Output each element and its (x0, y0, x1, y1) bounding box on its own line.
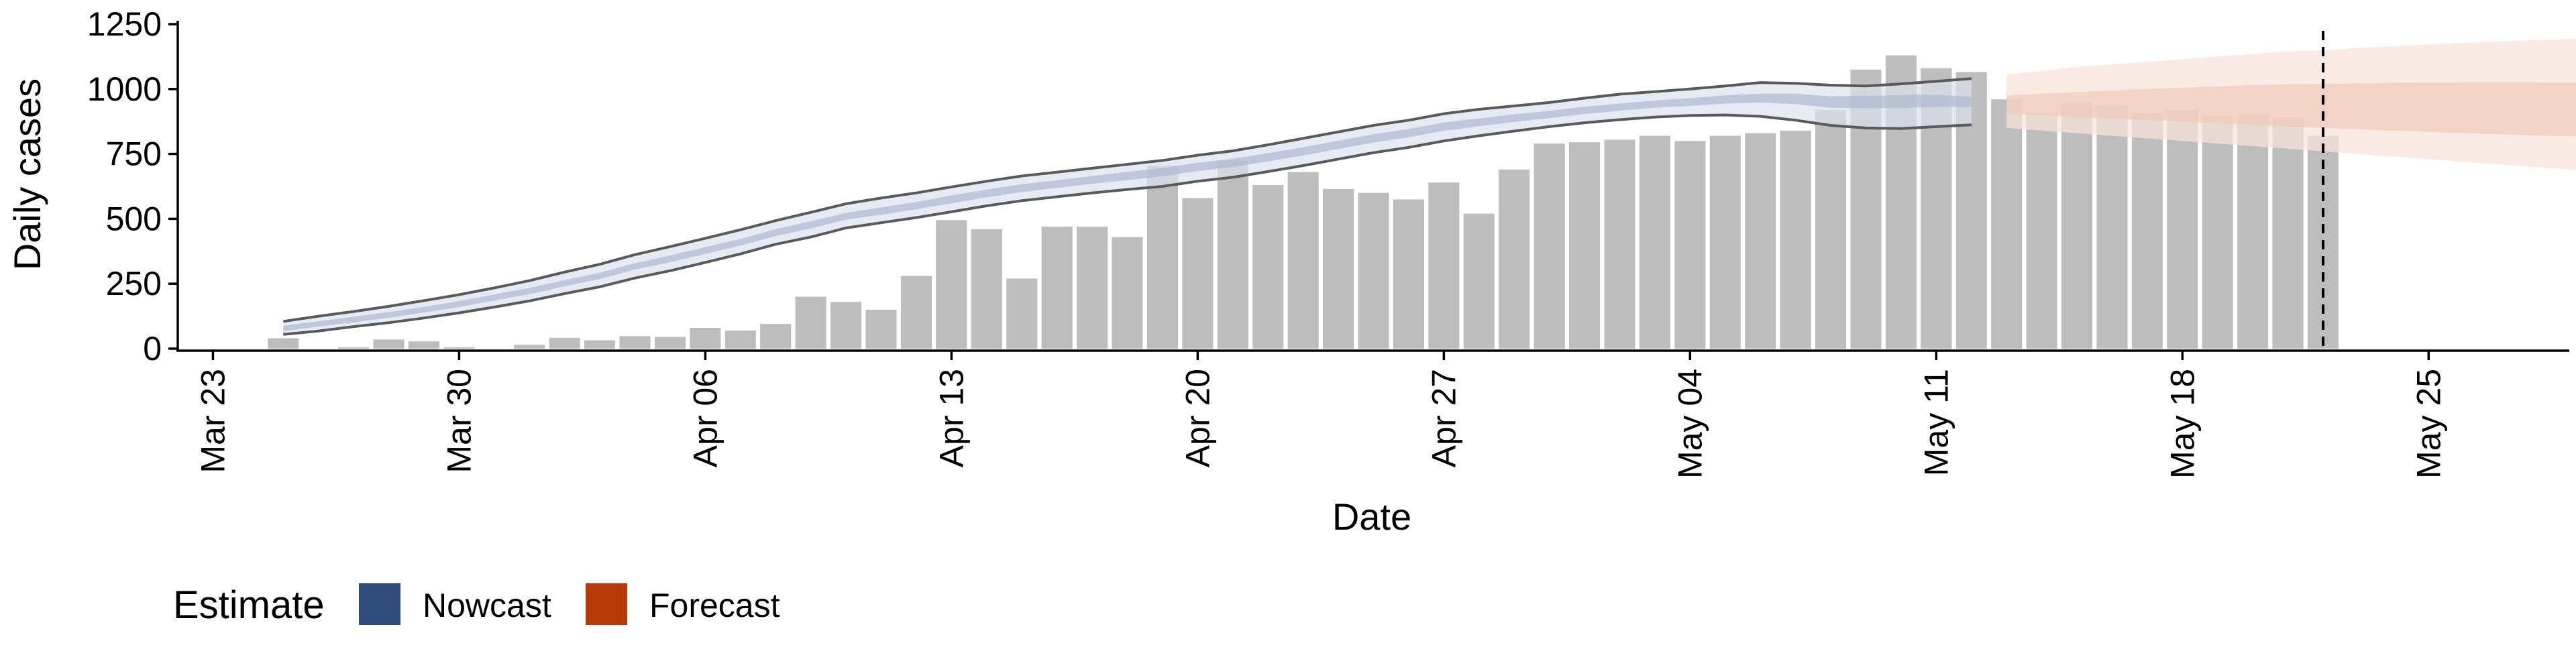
x-tick-label: Apr 20 (1179, 369, 1216, 467)
bar-reported-cases (1815, 109, 1847, 349)
x-tick-label: May 25 (2410, 369, 2447, 479)
bar-reported-cases (760, 324, 792, 349)
bar-reported-cases (408, 341, 439, 349)
bar-reported-cases (1499, 169, 1530, 349)
bar-reported-cases (1393, 199, 1424, 349)
y-tick-label: 1250 (87, 5, 162, 43)
legend-title: Estimate (173, 583, 325, 627)
x-tick-label: Apr 06 (686, 369, 724, 467)
bar-reported-cases (619, 336, 651, 349)
bar-reported-cases (2237, 115, 2269, 349)
bar-reported-cases (900, 276, 932, 349)
bar-reported-cases (373, 339, 405, 349)
bar-reported-cases (971, 229, 1002, 349)
bar-reported-cases (1745, 133, 1776, 349)
bar-reported-cases (2202, 116, 2233, 349)
bar-reported-cases (1639, 135, 1670, 349)
bar-reported-cases (2061, 103, 2093, 349)
x-tick-label: May 04 (1671, 369, 1709, 479)
nowcast-lower-line (283, 113, 1972, 336)
bar-reported-cases (1077, 227, 1108, 349)
y-tick-label: 1000 (87, 70, 162, 108)
x-tick-label: May 11 (1917, 369, 1955, 476)
legend-swatch-nowcast (359, 583, 400, 625)
bar-reported-cases (690, 328, 721, 349)
bar-reported-cases (1146, 166, 1178, 349)
lines-layer (283, 31, 2576, 349)
forecast-band-inner (2006, 82, 2576, 137)
bar-reported-cases (338, 347, 370, 349)
bar-reported-cases (1252, 185, 1284, 349)
bar-reported-cases (2131, 113, 2163, 349)
bar-reported-cases (1534, 143, 1565, 349)
bar-reported-cases (1182, 198, 1214, 349)
bar-reported-cases (830, 302, 862, 349)
x-tick-label: May 18 (2163, 369, 2201, 479)
y-tick-label: 500 (106, 200, 162, 237)
bar-reported-cases (2272, 117, 2304, 349)
bar-reported-cases (1112, 237, 1143, 349)
bar-reported-cases (1604, 139, 1635, 349)
bar-reported-cases (1358, 192, 1389, 349)
y-tick-label: 250 (106, 265, 162, 302)
bar-reported-cases (1780, 130, 1811, 349)
y-tick-label: 0 (143, 330, 162, 367)
bar-reported-cases (1709, 135, 1741, 349)
x-tick-label: Apr 27 (1425, 369, 1462, 467)
bar-reported-cases (795, 296, 826, 349)
bar-reported-cases (1041, 227, 1073, 349)
nowcast-band-inner (283, 93, 1972, 331)
bar-reported-cases (865, 309, 897, 349)
bar-reported-cases (584, 340, 616, 349)
x-tick-label: Apr 13 (932, 369, 970, 467)
bar-reported-cases (1463, 213, 1495, 349)
bar-reported-cases (1674, 141, 1706, 349)
bar-reported-cases (1287, 172, 1319, 349)
bar-reported-cases (2167, 109, 2198, 349)
legend-label-nowcast: Nowcast (423, 587, 551, 624)
x-tick-label: Mar 30 (440, 369, 478, 473)
bar-reported-cases (724, 330, 756, 349)
bar-reported-cases (514, 345, 545, 349)
legend-swatch-forecast (586, 583, 627, 625)
bar-reported-cases (1991, 99, 2023, 349)
bar-reported-cases (268, 338, 299, 349)
y-tick-label: 750 (106, 135, 162, 173)
y-axis-title: Daily cases (6, 78, 48, 270)
bar-reported-cases (549, 337, 580, 349)
legend: Estimate Nowcast Forecast (173, 583, 780, 627)
bar-reported-cases (1428, 182, 1460, 349)
bar-reported-cases (443, 347, 475, 349)
bar-reported-cases (1569, 142, 1601, 349)
bar-reported-cases (2096, 106, 2128, 349)
legend-label-forecast: Forecast (649, 587, 780, 624)
x-tick-label: Mar 23 (194, 369, 231, 473)
x-axis-title: Date (1332, 495, 1411, 538)
bar-reported-cases (654, 337, 686, 349)
nowcast-upper-line (283, 77, 1972, 323)
bar-reported-cases (936, 220, 967, 349)
bar-reported-cases (1217, 160, 1248, 349)
bar-reported-cases (1323, 188, 1354, 349)
bar-reported-cases (1006, 278, 1038, 349)
axes-layer: 0 250 500 750 1000 1250 Mar 23 Mar 30 Apr 06 Apr … (87, 5, 2569, 479)
bar-reported-cases (2026, 112, 2057, 349)
